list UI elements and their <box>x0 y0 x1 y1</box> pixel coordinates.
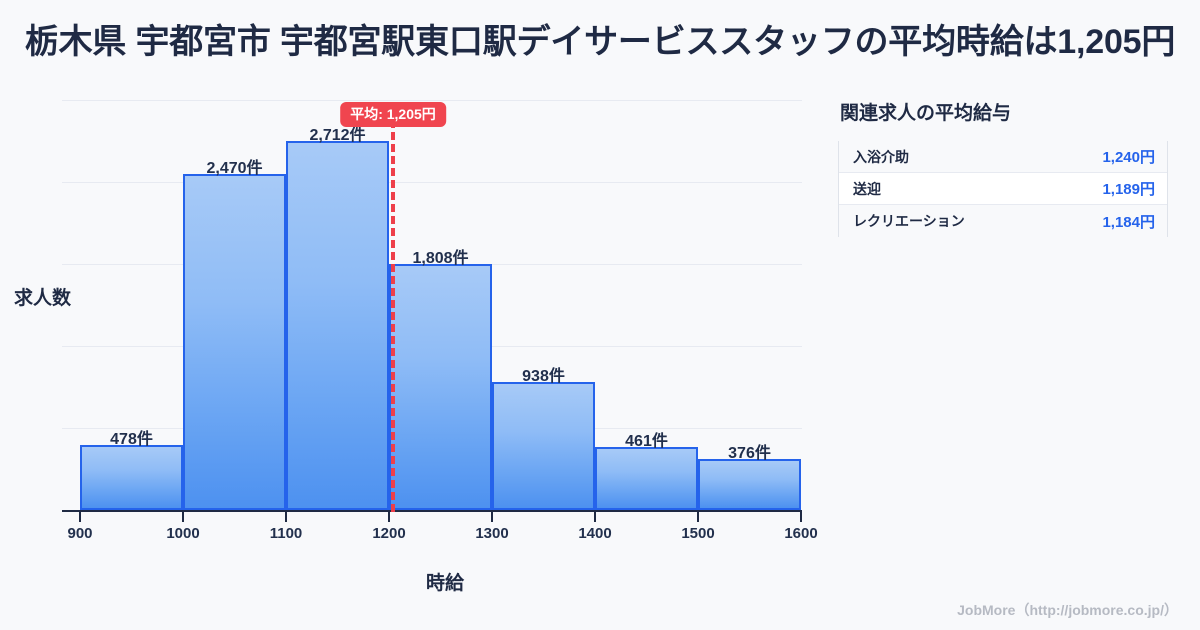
footer-credit: JobMore（http://jobmore.co.jp/） <box>957 602 1178 618</box>
bar-1100 <box>286 141 389 510</box>
x-axis-tick-label: 1500 <box>681 525 715 542</box>
x-axis-tick-label: 1300 <box>475 525 509 542</box>
bar-value-label: 2,712件 <box>309 127 366 144</box>
table-row[interactable]: 入浴介助 1,240円 <box>839 141 1167 173</box>
bar-1400 <box>595 447 698 510</box>
bar-value-label: 461件 <box>625 433 668 450</box>
related-salary-table: 入浴介助 1,240円 送迎 1,189円 レクリエーション 1,184円 <box>838 141 1168 237</box>
x-axis-tick <box>697 512 699 522</box>
gridline <box>62 100 802 101</box>
average-marker-badge: 平均: 1,205円 <box>340 102 446 127</box>
x-axis-tick <box>182 512 184 522</box>
x-axis-tick <box>491 512 493 522</box>
bar-value-label: 478件 <box>110 431 153 448</box>
salary-role-value: 1,240円 <box>1102 149 1155 166</box>
table-row[interactable]: レクリエーション 1,184円 <box>839 205 1167 237</box>
bar-value-label: 938件 <box>522 368 565 385</box>
x-axis-line <box>62 510 802 512</box>
x-axis-tick-label: 1000 <box>166 525 200 542</box>
bar-value-label: 2,470件 <box>206 160 263 177</box>
x-axis-title: 時給 <box>425 573 464 594</box>
x-axis-tick <box>594 512 596 522</box>
salary-role-name: レクリエーション <box>853 213 965 229</box>
x-axis-tick <box>79 512 81 522</box>
salary-role-name: 入浴介助 <box>853 148 909 165</box>
y-axis-title: 求人数 <box>14 288 72 309</box>
x-axis-tick <box>285 512 287 522</box>
x-axis-tick-label: 1400 <box>578 525 612 542</box>
x-axis-tick-label: 1200 <box>372 525 406 542</box>
x-axis-tick <box>388 512 390 522</box>
bar-1000 <box>183 174 286 510</box>
histogram-chart: 求人数 478件 2,470件 2,712件 1,808件 938件 461件 … <box>0 80 830 600</box>
x-axis-tick-label: 1600 <box>784 525 818 542</box>
average-marker-line <box>391 120 395 512</box>
bar-1300 <box>492 382 595 510</box>
bar-value-label: 376件 <box>728 445 771 462</box>
bar-1200 <box>389 264 492 510</box>
gridline <box>62 182 802 183</box>
table-row[interactable]: 送迎 1,189円 <box>839 173 1167 205</box>
page-title: 栃木県 宇都宮市 宇都宮駅東口駅デイサービススタッフの平均時給は1,205円 <box>24 23 1176 61</box>
x-axis-tick <box>800 512 802 522</box>
salary-role-value: 1,184円 <box>1102 213 1155 231</box>
x-axis-tick-label: 1100 <box>269 525 303 542</box>
salary-role-value: 1,189円 <box>1102 181 1155 198</box>
related-salary-panel: 関連求人の平均給与 入浴介助 1,240円 送迎 1,189円 レクリエーション… <box>838 98 1178 237</box>
x-axis-tick-label: 900 <box>67 525 93 542</box>
related-salary-title: 関連求人の平均給与 <box>840 103 1012 124</box>
bar-1500 <box>698 459 801 510</box>
bar-value-label: 1,808件 <box>412 250 469 267</box>
salary-role-name: 送迎 <box>853 180 881 197</box>
bar-900 <box>80 445 183 510</box>
